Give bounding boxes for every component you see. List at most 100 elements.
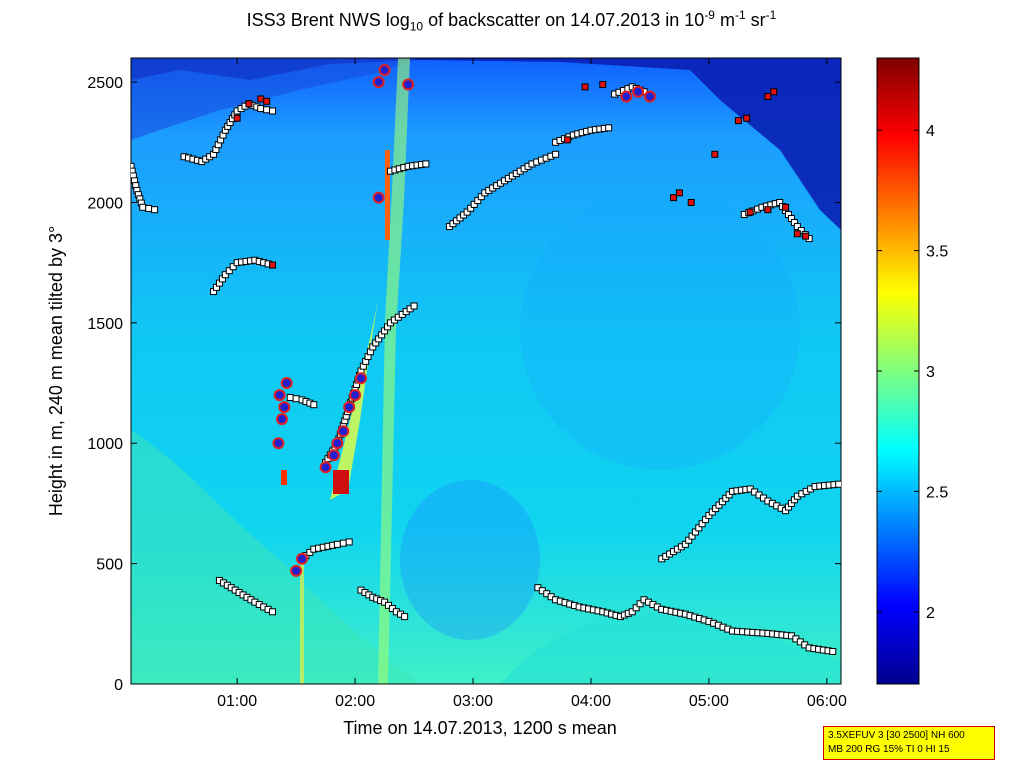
y-tick-label-1: 500 xyxy=(96,557,123,574)
blue-marker-15 xyxy=(378,64,391,77)
blue-marker-13 xyxy=(354,372,367,385)
red-marker-4 xyxy=(269,261,277,269)
axes: 01:00 02:00 03:00 04:00 05:00 06:00 0 500 1000 15… xyxy=(87,58,847,710)
blue-marker-10 xyxy=(337,425,350,438)
info-line-1: 3.5XEFUV 3 [30 2500] NH 600 xyxy=(828,730,965,741)
layer-layer-2100-pt xyxy=(463,208,471,216)
cb-tick-label-4: 4 xyxy=(926,123,935,140)
layer-layer-2100-pt xyxy=(470,200,478,208)
red-marker-5 xyxy=(581,83,589,91)
layer-layer-2000-left-pt xyxy=(131,162,135,170)
blue-marker-5 xyxy=(290,564,303,577)
y-tick-label-2: 1000 xyxy=(87,436,123,453)
layer-mid-low-pt xyxy=(333,540,341,548)
blue-marker-1 xyxy=(275,413,288,426)
layer-layer-2000-left-pt xyxy=(145,204,153,212)
plot-frame xyxy=(130,57,842,685)
red-marker-12 xyxy=(770,88,778,96)
layer-long-low-pt xyxy=(636,600,644,608)
layer-mid-low-pt xyxy=(345,538,353,546)
red-marker-17 xyxy=(802,232,810,240)
layer-long-low-pt xyxy=(829,647,837,655)
red-marker-18 xyxy=(670,194,678,202)
layer-layer-1170-pt xyxy=(310,401,318,409)
cb-tick-label-3: 3.5 xyxy=(926,244,948,261)
blue-marker-9 xyxy=(331,437,344,450)
x-tick-label-4: 05:00 xyxy=(689,693,729,710)
layer-layer-1750-pt xyxy=(229,263,237,271)
layer-layer-2100-pt xyxy=(467,204,475,212)
y-axis-label: Height in m, 240 m mean tilted by 3° xyxy=(46,226,66,516)
red-marker-9 xyxy=(734,117,742,125)
cloud-layers xyxy=(131,83,841,655)
blue-marker-2 xyxy=(278,401,291,414)
blue-marker-4 xyxy=(273,389,286,402)
layer-long-low-pt xyxy=(632,604,640,612)
markers xyxy=(233,64,810,577)
layer-layer-2000-left-pt xyxy=(151,206,159,214)
cb-tick-label-2: 3 xyxy=(926,364,935,381)
heatmap-field xyxy=(131,58,841,684)
chart-title: ISS3 Brent NWS log10 of backscatter on 1… xyxy=(246,8,777,34)
layer-layer-1750-pt xyxy=(221,271,229,279)
blue-marker-0 xyxy=(272,437,285,450)
red-marker-15 xyxy=(782,203,790,211)
layer-rising-1000-1500-pt xyxy=(410,302,418,310)
red-marker-20 xyxy=(687,198,695,206)
cb-tick-label-1: 2.5 xyxy=(926,484,948,501)
layer-layer-2150-pt xyxy=(422,160,430,168)
layer-layer-2000-left-pt xyxy=(139,203,147,211)
layer-layer-2100-pt xyxy=(552,150,560,158)
layer-layer-2200-pt xyxy=(269,107,277,115)
layer-layer-2200-pt xyxy=(257,105,265,113)
x-tick-label-3: 04:00 xyxy=(571,693,611,710)
blue-marker-19 xyxy=(632,85,645,98)
red-marker-16 xyxy=(793,230,801,238)
blue-marker-16 xyxy=(372,76,385,89)
red-marker-1 xyxy=(257,95,265,103)
blue-marker-7 xyxy=(319,461,332,474)
layer-layer-1750-pt xyxy=(225,267,233,275)
red-marker-8 xyxy=(711,150,719,158)
blue-marker-14 xyxy=(372,191,385,204)
layer-layer-2100-pt xyxy=(474,197,482,205)
blue-marker-18 xyxy=(620,90,633,103)
layer-layer-1170-pt xyxy=(292,395,300,403)
red-marker-2 xyxy=(263,97,271,105)
blue-marker-8 xyxy=(327,449,340,462)
layer-rising-layer-pt xyxy=(835,480,841,488)
blue-marker-17 xyxy=(402,78,415,91)
layer-long-low-pt xyxy=(628,608,636,616)
x-tick-label-2: 03:00 xyxy=(453,693,493,710)
blue-marker-3 xyxy=(280,377,293,390)
y-tick-label-3: 1500 xyxy=(87,316,123,333)
red-marker-6 xyxy=(599,80,607,88)
info-box: 3.5XEFUV 3 [30 2500] NH 600 MB 200 RG 15… xyxy=(823,726,995,760)
y-tick-label-5: 2500 xyxy=(87,75,123,92)
red-marker-3 xyxy=(233,114,241,122)
layer-layer-2300-pt xyxy=(605,124,613,132)
cb-tick-label-0: 2 xyxy=(926,605,935,622)
y-tick-label-0: 0 xyxy=(114,677,123,694)
blue-marker-11 xyxy=(343,401,356,414)
blue-marker-6 xyxy=(296,552,309,565)
x-tick-label-0: 01:00 xyxy=(217,693,257,710)
colorbar-axis: 2 2.5 3 3.5 4 xyxy=(877,123,948,622)
layer-low-layer-pt xyxy=(269,608,277,616)
red-marker-13 xyxy=(746,208,754,216)
layer-layer-1170-pt xyxy=(286,393,294,401)
blue-marker-12 xyxy=(349,389,362,402)
red-marker-11 xyxy=(764,93,772,101)
red-marker-10 xyxy=(743,114,751,122)
red-marker-0 xyxy=(245,100,253,108)
layer-layer-2100-pt xyxy=(477,193,485,201)
red-marker-19 xyxy=(675,189,683,197)
x-axis-label: Time on 14.07.2013, 1200 s mean xyxy=(343,718,617,738)
layer-layer-2200-pt xyxy=(263,106,271,114)
x-tick-label-1: 02:00 xyxy=(335,693,375,710)
x-tick-label-5: 06:00 xyxy=(807,693,847,710)
red-marker-14 xyxy=(764,206,772,214)
info-line-2: MB 200 RG 15% TI 0 HI 15 xyxy=(828,744,950,755)
colorbar xyxy=(876,57,920,685)
